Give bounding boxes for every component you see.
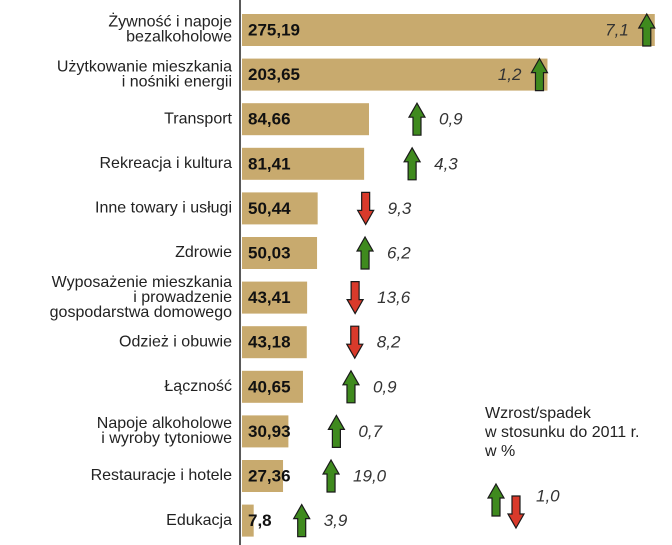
category-label: i prowadzenie (133, 289, 232, 306)
category-label: Transport (164, 110, 232, 127)
change-arrow (346, 281, 365, 315)
category-label: i nośniki energii (122, 73, 232, 90)
change-arrow (345, 325, 364, 360)
category-label: Wyposażenie mieszkania (52, 274, 232, 291)
value-label: 7,8 (248, 511, 272, 530)
value-label: 203,65 (248, 65, 300, 84)
value-label: 50,03 (248, 243, 291, 262)
value-label: 43,41 (248, 288, 291, 307)
legend-example: 1,0 (536, 486, 560, 505)
change-label: 4,3 (434, 154, 458, 173)
category-label: Inne towary i usługi (95, 200, 232, 217)
change-label: 6,2 (387, 243, 411, 262)
value-label: 40,65 (248, 377, 291, 396)
value-label: 81,41 (248, 154, 291, 173)
change-arrow (506, 495, 526, 530)
bar (242, 281, 308, 314)
category-label: Żywność i napoje (108, 12, 232, 31)
change-label: 0,9 (373, 377, 397, 396)
change-arrow (403, 146, 422, 181)
change-label: 9,3 (388, 199, 412, 218)
category-label: bezalkoholowe (126, 29, 232, 46)
change-arrow (486, 482, 506, 517)
bar (242, 370, 303, 403)
change-label: 7,1 (605, 20, 629, 39)
change-arrow (322, 458, 341, 493)
change-arrow (530, 57, 549, 92)
bar (242, 415, 289, 448)
category-label: Użytkowanie mieszkania (57, 58, 232, 75)
bar (242, 237, 318, 269)
bar (242, 147, 365, 180)
legend-title: w % (484, 443, 515, 460)
category-label: Zdrowie (175, 244, 232, 261)
category-label: Odzież i obuwie (119, 333, 232, 350)
change-arrow (292, 503, 311, 538)
bar (242, 504, 254, 537)
category-label: Rekreacja i kultura (100, 155, 233, 172)
value-label: 84,66 (248, 110, 291, 129)
bar (242, 460, 284, 492)
value-label: 275,19 (248, 20, 300, 39)
bar (242, 103, 369, 136)
change-arrow (327, 414, 346, 448)
legend-title: Wzrost/spadek (485, 405, 592, 422)
category-label: Edukacja (166, 512, 232, 529)
value-label: 43,18 (248, 333, 291, 352)
change-label: 0,9 (439, 110, 463, 129)
category-label: Restauracje i hotele (91, 467, 233, 484)
change-arrow (341, 369, 361, 404)
change-label: 1,2 (498, 65, 522, 84)
category-label: Napoje alkoholowe (97, 415, 232, 432)
change-label: 8,2 (377, 333, 401, 352)
bar (242, 14, 655, 46)
category-label: Łączność (164, 378, 232, 395)
value-label: 30,93 (248, 422, 291, 441)
change-arrow (637, 12, 656, 47)
change-label: 13,6 (377, 288, 411, 307)
category-label: gospodarstwa domowego (50, 304, 232, 321)
bar (242, 58, 548, 91)
change-arrow (407, 101, 427, 136)
value-label: 50,44 (248, 199, 291, 218)
change-arrow (356, 191, 375, 226)
bar (242, 326, 307, 359)
change-label: 0,7 (358, 422, 382, 441)
change-label: 3,9 (324, 511, 348, 530)
bar (242, 192, 318, 225)
value-label: 27,36 (248, 466, 291, 485)
change-arrow (356, 235, 375, 270)
change-label: 19,0 (353, 466, 387, 485)
category-label: i wyroby tytoniowe (101, 430, 232, 447)
legend-title: w stosunku do 2011 r. (484, 424, 639, 441)
